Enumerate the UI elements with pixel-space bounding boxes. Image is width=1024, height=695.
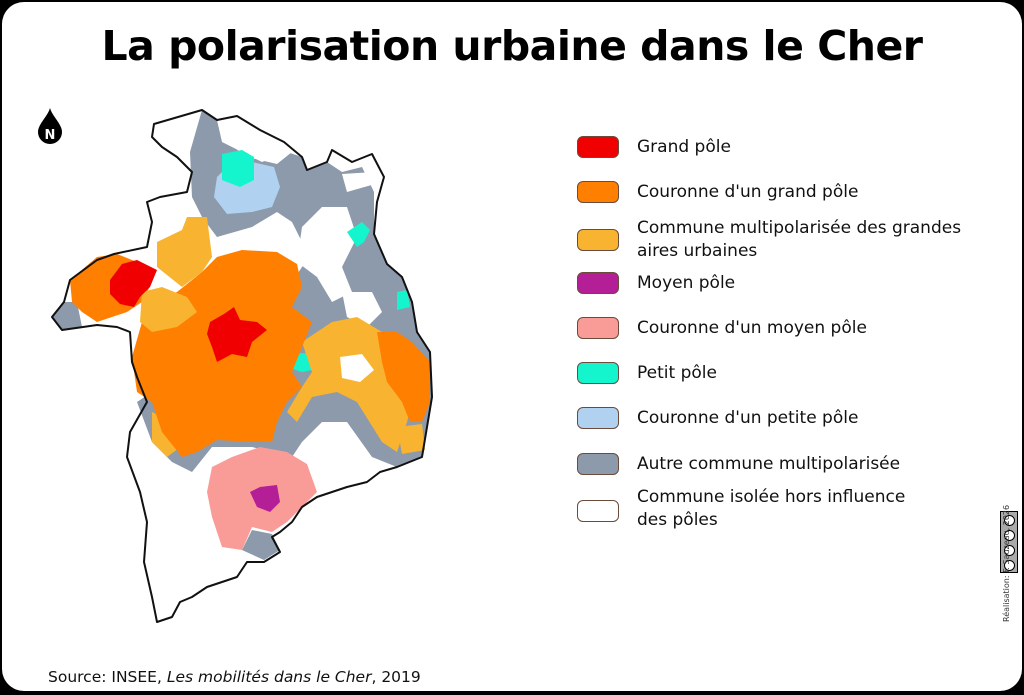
legend-swatch [577,500,619,522]
legend-swatch [577,407,619,429]
legend-item-autre-multipolarisee: Autre commune multipolarisée [577,453,987,476]
svg-text:N: N [45,128,56,143]
legend-item-couronne-moyen-pole: Couronne d'un moyen pôle [577,317,987,340]
legend-swatch [577,136,619,158]
legend-item-couronne-petit-pole: Couronne d'un petite pôle [577,407,987,430]
author-credit: Réalisation: F. Sauzeau, 2026 [1002,504,1011,622]
legend-item-multipolarisee-grandes-aires: Commune multipolarisée des grandes aires… [577,217,987,263]
cher-department-map [51,109,433,623]
legend-item-petit-pole: Petit pôle [577,362,987,385]
legend-item-moyen-pole: Moyen pôle [577,272,987,295]
north-arrow-icon: N [38,108,62,144]
legend-swatch [577,362,619,384]
legend-item-couronne-grand-pole: Couronne d'un grand pôle [577,181,987,204]
legend-swatch [577,229,619,251]
legend-swatch [577,272,619,294]
cc-license-badge-icon [1000,511,1018,573]
legend-item-grand-pole: Grand pôle [577,136,987,159]
legend-item-commune-isolee: Commune isolée hors influence des pôles [577,486,937,532]
map-title: La polarisation urbaine dans le Cher [101,22,924,70]
source-citation: Source: INSEE, Les mobilités dans le Che… [48,668,421,686]
legend-swatch [577,453,619,475]
legend-swatch [577,317,619,339]
legend-swatch [577,181,619,203]
